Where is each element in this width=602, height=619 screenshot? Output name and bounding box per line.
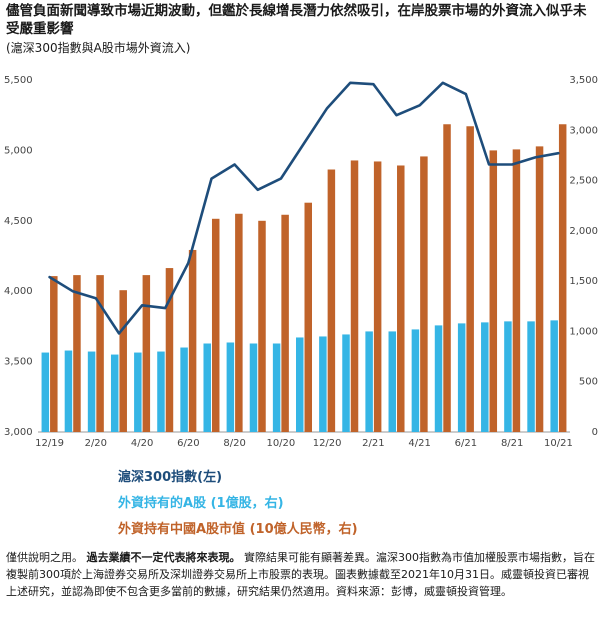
bar-foreign-shares <box>110 354 119 432</box>
bar-foreign-value <box>258 220 266 432</box>
bar-foreign-shares <box>249 343 258 432</box>
bar-foreign-shares <box>87 351 96 432</box>
disclaimer-note: 僅供說明之用。 過去業績不一定代表將來表現。 實際結果可能有顯著差異。滬深300… <box>6 549 598 600</box>
bar-foreign-value <box>235 213 243 432</box>
bar-foreign-shares <box>41 352 50 432</box>
line-csi300-index <box>48 81 560 335</box>
note-rest: 實際結果可能有顯著差異。滬深300指數為市值加權股票市場指數，旨在複製前300項… <box>6 551 595 598</box>
bar-foreign-shares <box>504 321 512 432</box>
bar-foreign-value <box>466 126 474 433</box>
bar-foreign-shares <box>457 323 466 432</box>
x-tick-label: 10/20 <box>266 438 295 449</box>
y-left-tick-label: 5,500 <box>4 75 33 86</box>
y-right-tick-label: 0 <box>592 427 598 438</box>
x-tick-label: 10/21 <box>544 438 573 449</box>
bar-foreign-shares <box>157 351 165 432</box>
bar-foreign-value <box>558 124 567 432</box>
page-subtitle: (滬深300指數與A股市場外資流入) <box>6 41 191 55</box>
bar-foreign-shares <box>365 331 373 432</box>
y-right-tick-label: 2,500 <box>569 176 598 187</box>
bar-foreign-shares <box>319 336 327 432</box>
bar-foreign-value <box>535 146 544 432</box>
page-title: 儘管負面新聞導致市場近期波動，但鑑於長線增長潛力依然吸引，在岸股票市場的外資流入… <box>6 3 587 37</box>
legend-item-shares: 外資持有的A股 (1億股，右) <box>118 496 284 512</box>
bar-foreign-shares <box>388 331 397 432</box>
y-left-tick-label: 3,000 <box>4 427 33 438</box>
bar-foreign-shares <box>180 347 188 432</box>
bar-foreign-shares <box>64 350 73 432</box>
bar-foreign-value <box>188 249 197 432</box>
legend-label-index: 滬深300指數(左) <box>118 470 223 485</box>
x-tick-label: 4/20 <box>131 438 153 449</box>
bar-foreign-value <box>165 268 174 432</box>
bar-foreign-value <box>350 160 359 432</box>
bar-foreign-value <box>443 124 451 432</box>
bar-foreign-value <box>281 214 289 432</box>
x-tick-label: 12/20 <box>313 438 342 449</box>
bar-foreign-shares <box>203 343 211 432</box>
x-tick-label: 8/21 <box>501 438 523 449</box>
note-intro: 僅供說明之用。 <box>6 551 83 564</box>
y-right-tick-label: 500 <box>579 377 598 388</box>
legend-item-value: 外資持有中國A股市值 (10億人民幣，右) <box>118 522 358 538</box>
bar-foreign-shares <box>272 343 281 432</box>
combo-chart: 3,000 3,500 4,000 4,500 5,000 5,500 0 500 1,000 1… <box>4 75 598 449</box>
y-right-tick-label: 1,500 <box>569 276 598 287</box>
y-left-tick-label: 3,500 <box>4 357 33 368</box>
legend-label-shares: 外資持有的A股 (1億股，右) <box>118 496 284 511</box>
bar-foreign-value <box>96 275 104 432</box>
x-tick-label: 6/20 <box>177 438 199 449</box>
y-left-tick-label: 4,500 <box>4 216 33 227</box>
x-tick-label: 8/20 <box>223 438 245 449</box>
bar-foreign-value <box>512 149 521 432</box>
bar-foreign-shares <box>226 342 235 432</box>
x-tick-label: 2/20 <box>85 438 107 449</box>
bar-foreign-shares <box>527 321 535 432</box>
x-tick-label: 6/21 <box>455 438 477 449</box>
bar-foreign-shares <box>434 325 443 432</box>
bar-foreign-shares <box>411 329 420 432</box>
x-tick-label: 2/21 <box>362 438 384 449</box>
bar-foreign-shares <box>550 320 558 432</box>
y-right-tick-label: 2,000 <box>569 226 598 237</box>
bar-foreign-value <box>397 165 405 432</box>
note-bold: 過去業績不一定代表將來表現。 <box>86 551 241 564</box>
bar-foreign-value <box>211 218 220 432</box>
y-left-tick-label: 5,000 <box>4 145 33 156</box>
bar-foreign-value <box>327 169 336 432</box>
y-right-tick-label: 3,500 <box>569 75 598 86</box>
legend-label-value: 外資持有中國A股市值 (10億人民幣，右) <box>118 522 358 537</box>
bar-foreign-shares <box>134 352 142 432</box>
bar-foreign-value <box>50 276 58 432</box>
bar-foreign-shares <box>296 337 304 432</box>
bar-foreign-value <box>119 290 127 432</box>
bar-foreign-shares <box>342 334 350 432</box>
x-tick-label: 4/21 <box>408 438 430 449</box>
y-right-tick-label: 1,000 <box>569 326 598 337</box>
bar-foreign-value <box>73 275 81 432</box>
legend-item-index: 滬深300指數(左) <box>118 470 222 486</box>
bar-foreign-value <box>142 275 151 432</box>
bar-foreign-value <box>489 150 498 432</box>
bar-foreign-value <box>304 202 312 432</box>
y-left-tick-label: 4,000 <box>4 286 33 297</box>
bar-foreign-value <box>373 161 382 432</box>
x-tick-label: 12/19 <box>35 438 64 449</box>
bar-foreign-value <box>420 156 428 432</box>
y-right-tick-label: 3,000 <box>569 125 598 136</box>
bar-foreign-shares <box>481 322 489 432</box>
